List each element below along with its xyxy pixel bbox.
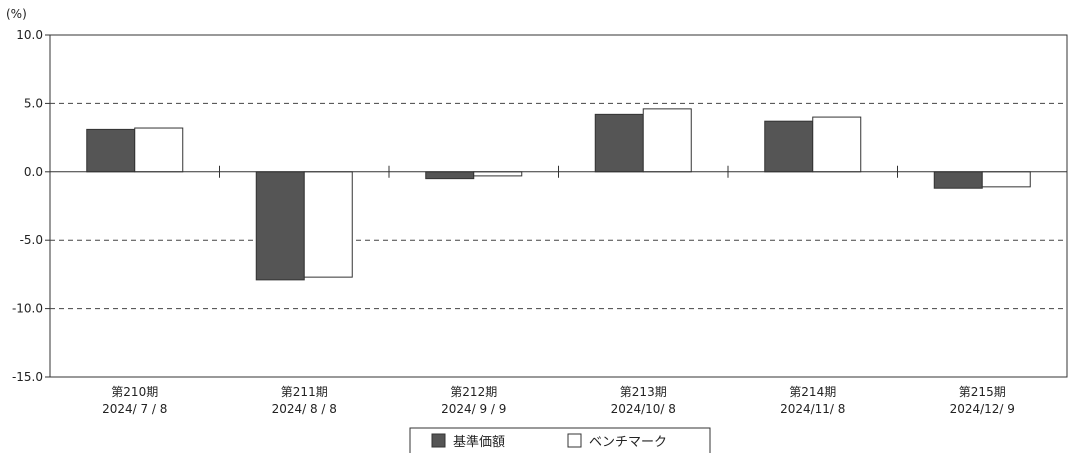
- y-tick-label-2: 0.0: [24, 165, 43, 179]
- legend-box: [409, 427, 711, 453]
- bar-layer: [86, 108, 1031, 281]
- y-tick-label-5: -15.0: [12, 370, 43, 384]
- category-labels: 第210期 2024/ 7 / 8 第211期 2024/ 8 / 8 第212期 202…: [102, 385, 1015, 416]
- bar-s0-c3: [594, 113, 644, 173]
- x-axis: [50, 165, 1067, 178]
- bar-s0-c4: [764, 120, 814, 173]
- category-date-label-2: 2024/ 9 / 9: [441, 402, 506, 416]
- legend-swatch-nav: [431, 433, 446, 448]
- category-period-label-4: 第214期: [789, 385, 836, 399]
- category-date-label-3: 2024/10/ 8: [611, 402, 676, 416]
- y-tick-label-1: 5.0: [24, 96, 43, 110]
- bar-s0-c2: [425, 171, 475, 180]
- category-period-label-2: 第212期: [450, 385, 497, 399]
- plot-area: [49, 34, 1068, 378]
- category-period-label-0: 第210期: [111, 385, 158, 399]
- legend-label-nav: 基準価額: [453, 434, 505, 450]
- legend-swatch-benchmark: [567, 433, 582, 448]
- y-tick-label-3: -5.0: [20, 233, 43, 247]
- bar-s1-c3: [642, 108, 692, 173]
- bar-s1-c4: [812, 116, 862, 173]
- category-period-label-5: 第215期: [959, 385, 1006, 399]
- legend: 基準価額 ベンチマーク: [409, 427, 711, 453]
- bar-s1-c0: [134, 127, 184, 173]
- y-tick-label-0: 10.0: [16, 28, 43, 42]
- y-unit-label: (%): [6, 7, 27, 21]
- y-axis-ticks: 10.0 5.0 0.0 -5.0 -10.0 -15.0: [12, 28, 50, 384]
- category-date-label-1: 2024/ 8 / 8: [272, 402, 337, 416]
- grid-layer: [50, 102, 1067, 310]
- category-date-label-4: 2024/11/ 8: [780, 402, 845, 416]
- bar-s0-c1: [255, 171, 305, 281]
- bar-s0-c0: [86, 128, 136, 173]
- bar-s0-c5: [933, 171, 983, 189]
- bar-s1-c2: [473, 171, 523, 177]
- legend-label-benchmark: ベンチマーク: [589, 435, 667, 450]
- bar-s1-c1: [303, 171, 353, 278]
- bar-s1-c5: [981, 171, 1031, 188]
- category-period-label-3: 第213期: [620, 385, 667, 399]
- category-date-label-5: 2024/12/ 9: [950, 402, 1015, 416]
- y-tick-label-4: -10.0: [12, 302, 43, 316]
- category-date-label-0: 2024/ 7 / 8: [102, 402, 167, 416]
- category-period-label-1: 第211期: [281, 385, 328, 399]
